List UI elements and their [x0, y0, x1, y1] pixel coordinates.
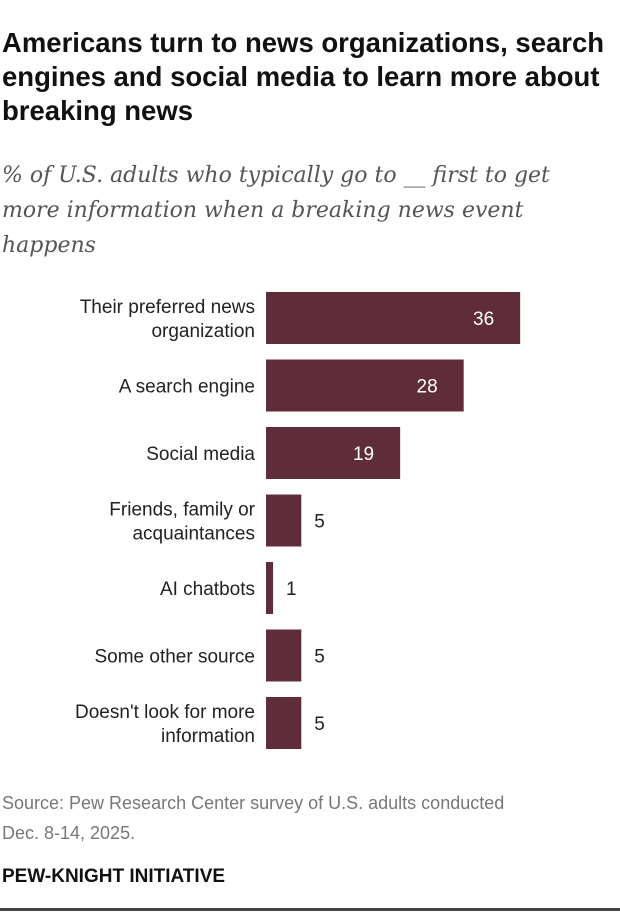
bottom-rule — [0, 908, 620, 911]
data-label: 19 — [353, 444, 374, 465]
bar — [266, 494, 302, 547]
chart-title: Americans turn to news organizations, se… — [2, 27, 605, 126]
data-label: 36 — [473, 309, 494, 330]
bar — [266, 359, 464, 412]
data-label: 28 — [417, 377, 438, 398]
category-label: Doesn't look for more information — [75, 702, 255, 747]
category-label: AI chatbots — [160, 579, 255, 600]
bar — [266, 292, 521, 344]
source-note: Source: Pew Research Center survey of U.… — [2, 793, 505, 843]
bar — [266, 427, 401, 479]
data-label: 5 — [314, 714, 325, 735]
category-label: Their preferred news organization — [80, 297, 255, 342]
data-label: 1 — [286, 579, 297, 600]
bar-chart: Their preferred news organization 36 A sear… — [75, 292, 521, 749]
bar — [266, 697, 302, 749]
data-label: 5 — [314, 512, 325, 533]
data-label: 5 — [314, 647, 325, 668]
bar — [266, 629, 302, 682]
chart-subtitle: % of U.S. adults who typically go to __ … — [2, 163, 550, 258]
category-label: A search engine — [119, 377, 255, 398]
category-label: Some other source — [94, 647, 255, 668]
category-label: Friends, family or acquaintances — [109, 500, 255, 545]
bar — [266, 562, 274, 614]
category-label: Social media — [146, 444, 255, 465]
brand-label: PEW-KNIGHT INITIATIVE — [2, 866, 226, 887]
